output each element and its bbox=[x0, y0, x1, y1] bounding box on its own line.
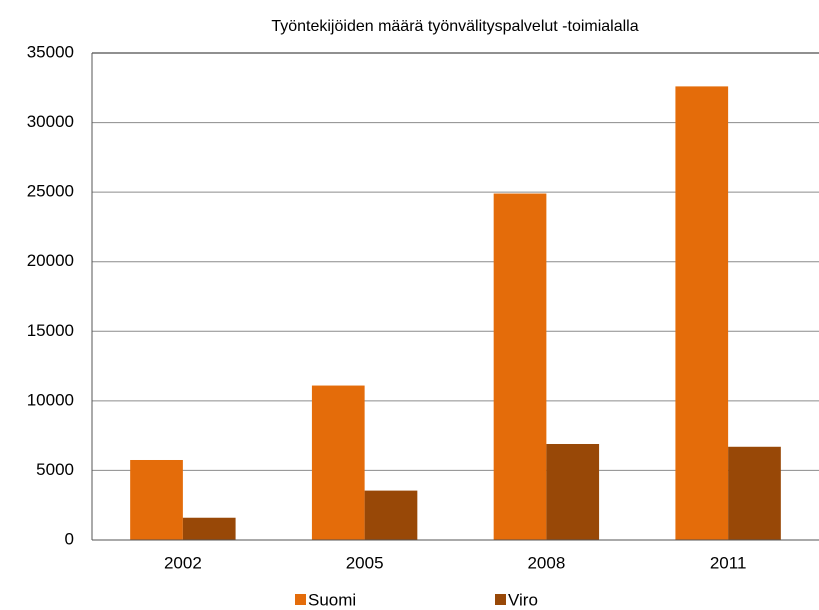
bar bbox=[493, 193, 547, 540]
legend-label: Viro bbox=[508, 590, 538, 609]
x-tick-label: 2002 bbox=[164, 553, 202, 572]
x-tick-label: 2011 bbox=[710, 553, 747, 572]
y-tick-label: 15000 bbox=[27, 321, 74, 340]
bar bbox=[728, 446, 781, 540]
y-tick-label: 30000 bbox=[27, 112, 74, 131]
legend-swatch bbox=[295, 594, 306, 605]
y-tick-label: 10000 bbox=[27, 390, 74, 409]
y-tick-label: 0 bbox=[65, 529, 74, 548]
bar bbox=[364, 490, 418, 540]
y-tick-label: 5000 bbox=[36, 460, 74, 479]
y-tick-label: 35000 bbox=[27, 42, 74, 61]
bar bbox=[546, 443, 600, 540]
x-tick-label: 2008 bbox=[527, 553, 565, 572]
x-tick-label: 2005 bbox=[346, 553, 384, 572]
y-tick-label: 25000 bbox=[27, 182, 74, 201]
bar bbox=[675, 86, 729, 540]
bar bbox=[182, 517, 236, 540]
legend-swatch bbox=[495, 594, 506, 605]
chart-title: Työntekijöiden määrä työnvälityspalvelut… bbox=[271, 18, 638, 35]
bar bbox=[130, 459, 183, 540]
bar bbox=[311, 385, 365, 540]
y-tick-label: 20000 bbox=[27, 251, 74, 270]
legend-label: Suomi bbox=[308, 590, 356, 609]
